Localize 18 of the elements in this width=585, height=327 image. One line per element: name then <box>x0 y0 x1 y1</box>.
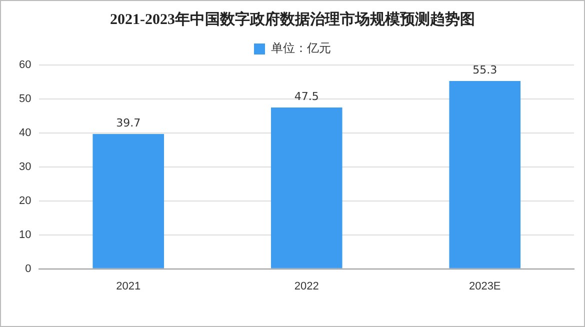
data-label: 39.7 <box>116 116 141 130</box>
chart-title: 2021-2023年中国数字政府数据治理市场规模预测趋势图 <box>110 10 475 28</box>
bar <box>270 107 342 268</box>
y-tick-label: 60 <box>18 59 32 72</box>
y-tick-label: 20 <box>18 194 32 207</box>
y-tick-label: 50 <box>18 93 32 105</box>
y-tick-label: 10 <box>18 228 32 241</box>
data-label: 47.5 <box>294 90 319 103</box>
bar <box>92 134 164 268</box>
data-label: 55.3 <box>472 63 498 76</box>
y-tick-label: 30 <box>18 160 32 173</box>
x-tick-label: 2022 <box>294 280 319 292</box>
x-tick-label: 2023E <box>468 280 501 292</box>
x-tick-label: 2021 <box>116 280 141 292</box>
y-tick-label: 40 <box>18 126 32 139</box>
y-tick-label: 0 <box>25 262 32 275</box>
bar <box>449 80 521 268</box>
legend-label: 单位：亿元 <box>271 41 331 56</box>
